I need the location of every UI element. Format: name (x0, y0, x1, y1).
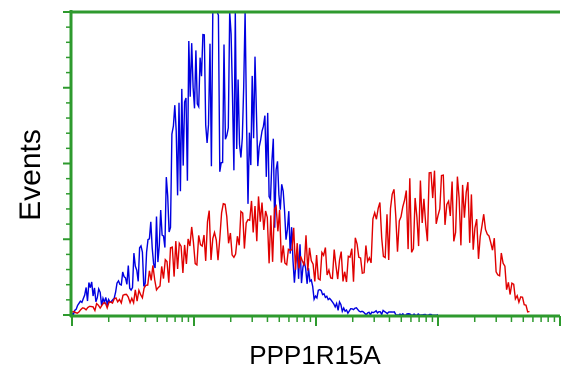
series-layer (71, 11, 530, 317)
series-line-blue (71, 11, 439, 317)
plot-area (70, 12, 560, 316)
axes-layer (63, 10, 561, 326)
series-line-red (71, 170, 530, 314)
y-axis-title: Events (14, 129, 47, 221)
x-axis-title: PPP1R15A (249, 340, 381, 370)
